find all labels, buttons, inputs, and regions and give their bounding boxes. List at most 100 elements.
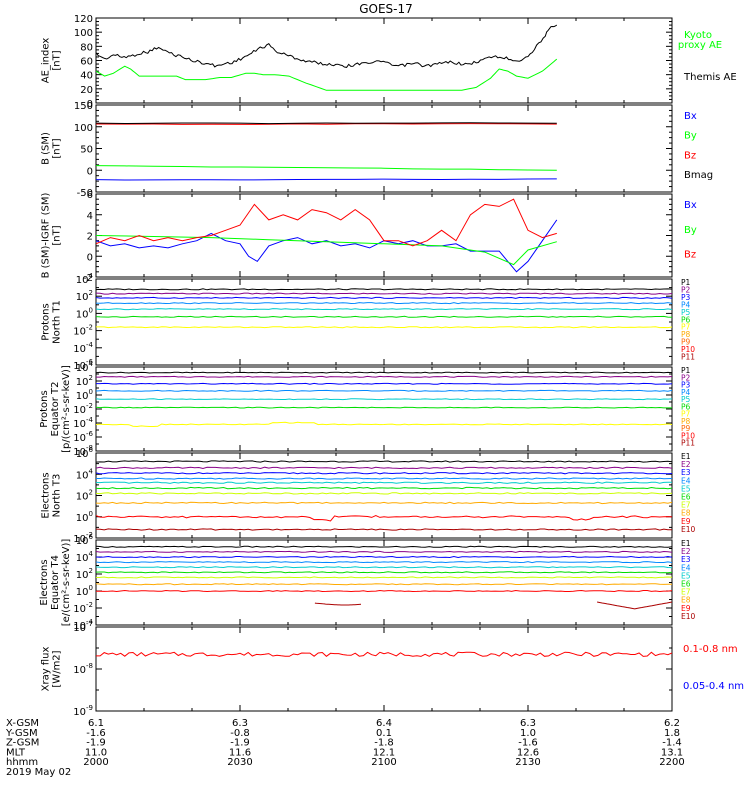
legend-entry: P2	[681, 373, 691, 382]
x-info-value: -1.8	[374, 738, 394, 749]
legend-entry: Themis AE	[683, 72, 737, 83]
series-line-Themis AE	[96, 24, 558, 68]
series-group	[96, 198, 558, 273]
legend-entry: Bx	[684, 200, 697, 211]
series-line-Bx	[96, 219, 558, 273]
y-axis-label: Protons	[39, 390, 50, 427]
series-line-E1	[96, 460, 672, 463]
y-axis-label: B (SM)-IGRF (SM)	[41, 193, 52, 279]
series-line-By	[96, 235, 557, 266]
series-group	[96, 545, 672, 610]
series-line-P6	[96, 406, 672, 409]
y-axis-label: [nT]	[52, 225, 63, 245]
y-tick-label: 10-7	[73, 620, 93, 634]
series-line-Kyoto	[96, 58, 558, 91]
panel-frame	[95, 626, 673, 712]
series-line-E5	[96, 481, 672, 484]
y-axis-label: [nT]	[52, 138, 63, 158]
y-axis-label: [p/(cm²-s-sr-keV)]	[61, 365, 72, 453]
y-tick-label: 0	[87, 166, 93, 177]
y-tick-label: 10-2	[73, 324, 93, 338]
x-info-row-label: X-GSM	[6, 718, 39, 729]
legend-entry: E2	[681, 460, 691, 469]
y-tick-label: 100	[74, 123, 93, 134]
chart-title: GOES-17	[359, 2, 413, 16]
x-info-value: 2100	[371, 757, 396, 768]
y-tick-label: 102	[76, 567, 93, 581]
y-tick-label: 6	[87, 190, 93, 201]
x-info-value: 6.2	[664, 718, 680, 729]
y-axis-label: Equator T2	[50, 382, 61, 437]
legend-entry: E7	[681, 588, 691, 597]
panel-bigrf: -2 0 2 4 6 B (SM)-IGRF (SM) [nT] Bx By Bz	[41, 190, 697, 284]
y-tick-label: 40	[80, 71, 93, 82]
y-axis-label: North T3	[52, 474, 63, 518]
y-tick-label: 104	[76, 550, 94, 564]
legend: Bx By Bz	[684, 200, 697, 261]
y-tick-label: 150	[74, 101, 93, 112]
series-line-E10	[96, 528, 672, 531]
legend-entry: E1	[681, 539, 691, 548]
series-line-Bz	[96, 123, 557, 125]
y-tick-label: 10-8	[73, 662, 93, 676]
legend-entry: P5	[681, 308, 691, 317]
legend-entry: E10	[681, 612, 696, 621]
x-info-value: -1.6	[518, 738, 538, 749]
x-info-value: 2000	[83, 757, 108, 768]
y-tick-label: 10-6	[73, 358, 93, 372]
legend-entry: Bz	[684, 150, 696, 161]
series-line-0.1-0.8 nm	[96, 651, 672, 657]
y-axis-label: Xray flux	[41, 647, 52, 692]
x-info-value: 6.3	[520, 718, 536, 729]
x-info-value: -0.8	[230, 728, 250, 739]
legend-entry: P9	[681, 338, 691, 347]
series-line-P2	[96, 375, 672, 378]
y-tick-label: 0	[87, 252, 93, 263]
x-info-row-label: hhmm	[6, 757, 38, 768]
x-info-value: -1.9	[230, 738, 250, 749]
x-info-value: 1.8	[664, 728, 680, 739]
series-line-E7	[96, 576, 672, 579]
y-tick-label: 100	[76, 584, 93, 598]
legend-entry: E7	[681, 501, 691, 510]
x-info-value: 2130	[515, 757, 540, 768]
x-info-value: 11.0	[85, 747, 107, 758]
x-info-value: 13.1	[661, 747, 683, 758]
series-group	[96, 371, 672, 428]
y-tick-label: 106	[76, 533, 94, 547]
legend-entry: P5	[681, 395, 691, 404]
legend-entry: By	[684, 131, 697, 142]
y-axis-label: [nT]	[52, 50, 63, 70]
y-axis-label: [W/m2]	[52, 650, 63, 687]
legend-entry: E9	[681, 604, 691, 613]
legend-entry: E8	[681, 509, 691, 518]
legend-entry: P3	[681, 293, 691, 302]
legend-entry: E3	[681, 468, 691, 477]
series-group	[96, 24, 558, 91]
x-info-value: 6.1	[88, 718, 104, 729]
y-tick-label: 102	[76, 489, 93, 503]
series-line-P3	[96, 382, 672, 385]
y-tick-label: 120	[74, 14, 93, 25]
series-line-Bz	[96, 198, 557, 247]
legend: 0.1-0.8 nm 0.05-0.4 nm	[683, 644, 744, 692]
legend: Bx By Bz Bmag	[684, 111, 713, 181]
legend-entry: E6	[681, 493, 691, 502]
y-axis-label: B (SM)	[41, 132, 52, 165]
x-info-value: 1.0	[520, 728, 536, 739]
legend-entry: P6	[681, 402, 691, 411]
x-info-row-label: MLT	[6, 747, 26, 758]
y-tick-label: 0	[87, 99, 93, 110]
series-line-E6	[96, 571, 672, 574]
series-line-E10	[314, 602, 362, 606]
x-info-value: -1.9	[86, 738, 106, 749]
series-line-E10	[597, 601, 672, 610]
legend-entry: E5	[681, 484, 691, 493]
y-tick-label: 10-4	[73, 416, 93, 430]
y-tick-label: 20	[80, 85, 93, 96]
series-line-E2	[96, 550, 672, 553]
y-axis-label: Equator T4	[50, 555, 61, 610]
y-tick-label: 10-4	[73, 618, 93, 632]
legend-entry: E3	[681, 555, 691, 564]
